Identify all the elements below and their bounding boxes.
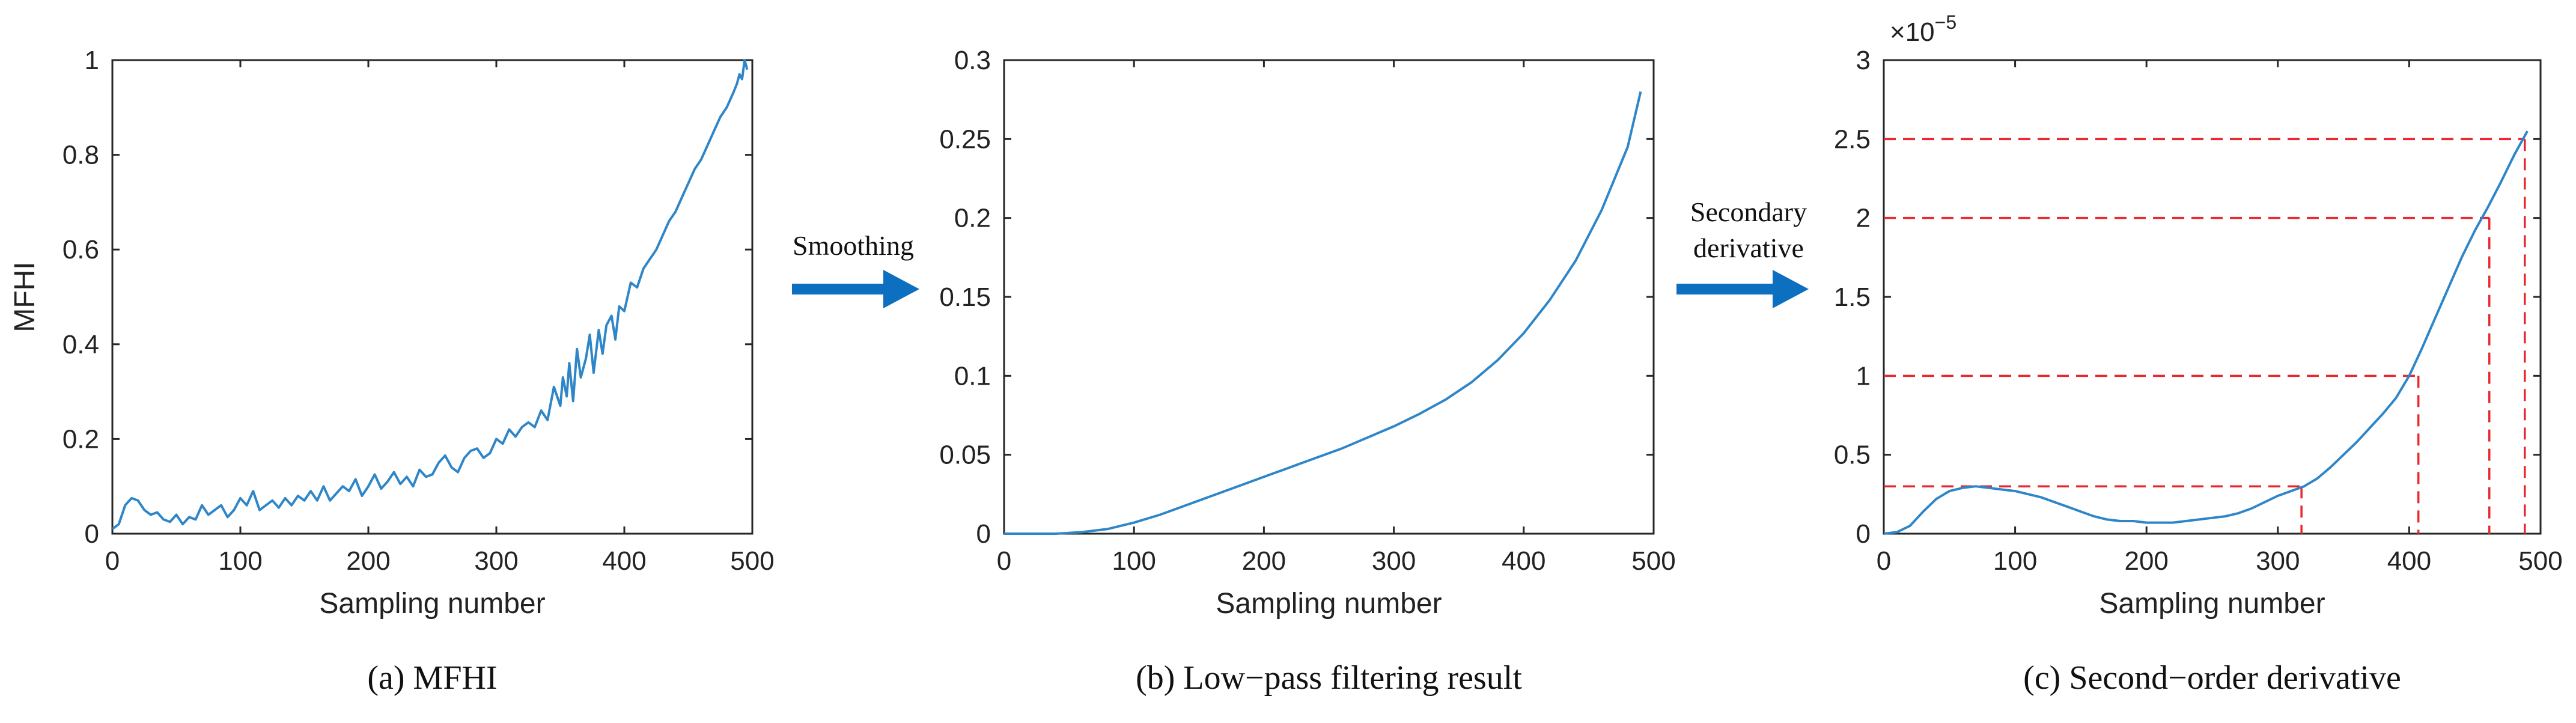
chart-0-xtick-label: 0 — [105, 546, 120, 576]
chart-1-xtick-label: 0 — [997, 546, 1011, 576]
chart-1-ytick-label: 0.3 — [954, 46, 991, 75]
arrow-derivative-label-line2: derivative — [1693, 233, 1804, 263]
chart-1-xtick-label: 300 — [1372, 546, 1416, 576]
chart-0-xlabel: Sampling number — [319, 588, 545, 620]
chart-1-series-line — [1004, 91, 1642, 535]
chart-2-ytick-label: 0 — [1856, 519, 1871, 549]
panel-second-derivative: 0 100 200 300 400 50000.511.522.53×10−5Sampli… — [1834, 11, 2563, 697]
arrow-derivative: Secondary derivative — [1676, 197, 1809, 308]
chart-1-ytick-label: 0.2 — [954, 204, 991, 233]
chart-0-ytick-label: 0.4 — [62, 330, 99, 359]
chart-0-xtick-label: 300 — [474, 546, 518, 576]
chart-2-xlabel: Sampling number — [2099, 588, 2325, 620]
chart-2-xtick-label: 500 — [2518, 546, 2562, 576]
arrow-smoothing: Smoothing — [792, 230, 919, 308]
chart-1-ytick-label: 0 — [976, 519, 991, 549]
chart-0-ytick-label: 0.8 — [62, 141, 99, 170]
chart-2-xtick-label: 300 — [2256, 546, 2300, 576]
chart-0-xtick-label: 100 — [218, 546, 262, 576]
panel-mfhi: 0 100 200 300 400 500 0 0.2 0.4 0.6 0.8 1 Sampling n… — [9, 46, 775, 697]
chart-1-ytick-label: 0.25 — [939, 124, 991, 154]
chart-1-xtick-label: 200 — [1242, 546, 1286, 576]
chart-0-ylabel: MFHI — [9, 261, 41, 332]
arrow-smoothing-label: Smoothing — [793, 230, 914, 261]
chart-0-ytick-label: 0 — [85, 519, 99, 549]
chart-0-ytick-label: 1 — [85, 46, 99, 75]
chart-1-xtick-label: 100 — [1112, 546, 1156, 576]
chart-0-series-line — [111, 59, 749, 530]
chart-1-xlabel: Sampling number — [1216, 588, 1442, 620]
chart-0-caption: (a) MFHI — [367, 659, 497, 697]
arrow-smoothing-head — [883, 270, 919, 308]
chart-1-ytick-label: 0.05 — [939, 441, 991, 470]
chart-0-xtick-label: 200 — [346, 546, 390, 576]
chart-2-series-line — [1883, 130, 2529, 535]
chart-0-axes-box — [111, 59, 754, 535]
chart-0-xtick-label: 500 — [730, 546, 774, 576]
chart-0-ytick-label: 0.2 — [62, 424, 99, 454]
chart-2-caption: (c) Second−order derivative — [2023, 659, 2401, 697]
chart-1-caption: (b) Low−pass filtering result — [1136, 659, 1522, 697]
chart-2-xtick-label: 0 — [1877, 546, 1891, 576]
arrow-derivative-head — [1773, 270, 1809, 308]
chart-1-ytick-label: 0.15 — [939, 282, 991, 312]
chart-2-ytick-label: 2.5 — [1834, 124, 1871, 154]
chart-2-ytick-label: 3 — [1856, 46, 1871, 75]
chart-2-ytick-label: 1.5 — [1834, 282, 1871, 312]
chart-1-ytick-label: 0.1 — [954, 361, 991, 391]
chart-0-xtick-label: 400 — [602, 546, 646, 576]
panel-low-pass: 0 100 200 300 400 500 0 0.05 0.1 0.15 0.2 0.25 0.3 Sa… — [939, 46, 1675, 697]
chart-0-ytick-label: 0.6 — [62, 235, 99, 264]
chart-1-xtick-label: 500 — [1631, 546, 1675, 576]
chart-2-ytick-label: 0.5 — [1834, 441, 1871, 470]
arrow-derivative-label-line1: Secondary — [1690, 197, 1807, 227]
chart-2-xtick-label: 400 — [2387, 546, 2431, 576]
chart-1-xtick-label: 400 — [1502, 546, 1545, 576]
chart-2-multiplier-exponent: −5 — [1935, 11, 1956, 33]
chart-2-xtick-label: 100 — [1993, 546, 2037, 576]
chart-2-ytick-label: 1 — [1856, 361, 1871, 391]
chart-2-ytick-label: 2 — [1856, 204, 1871, 233]
chart-2-xtick-label: 200 — [2124, 546, 2168, 576]
